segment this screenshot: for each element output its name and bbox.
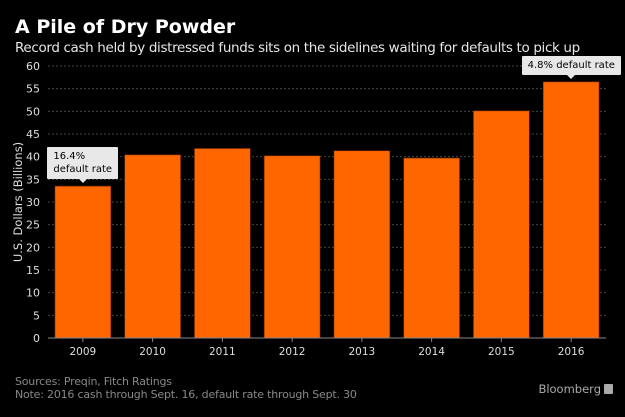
x-tick-label: 2016 xyxy=(558,346,585,358)
y-tick-label: 0 xyxy=(33,332,40,345)
y-tick-label: 50 xyxy=(26,105,40,118)
y-tick-label: 20 xyxy=(26,241,40,254)
bar-2015 xyxy=(473,110,530,339)
brand-text: Bloomberg xyxy=(538,382,601,396)
note-text: Note: 2016 cash through Sept. 16, defaul… xyxy=(15,388,357,401)
y-tick-label: 30 xyxy=(26,196,40,209)
bloomberg-terminal-icon xyxy=(604,384,613,394)
y-tick-label: 60 xyxy=(26,60,40,73)
x-tick-label: 2014 xyxy=(418,346,445,358)
chart-subtitle: Record cash held by distressed funds sit… xyxy=(15,40,580,56)
y-tick-label: 5 xyxy=(33,309,40,322)
annotation-2016: 4.8% default rate xyxy=(521,55,621,79)
x-axis-ticks: 2009 2010 2011 2012 2013 2014 2015 2016 xyxy=(70,338,585,358)
bloomberg-logo: Bloomberg xyxy=(538,382,613,396)
bar-2011 xyxy=(194,148,251,339)
x-tick-label: 2012 xyxy=(279,346,306,358)
annotation-line: default rate xyxy=(53,164,113,176)
bar-2016 xyxy=(542,81,600,339)
bar-2012 xyxy=(263,155,321,339)
bar-2013 xyxy=(333,150,391,339)
annotation-line: 16.4% xyxy=(53,151,86,163)
y-tick-label: 10 xyxy=(26,287,40,300)
x-tick-label: 2009 xyxy=(70,346,97,358)
bar-2009 xyxy=(54,185,112,339)
x-tick-label: 2010 xyxy=(139,346,166,358)
y-tick-label: 40 xyxy=(26,151,40,164)
x-tick-label: 2013 xyxy=(349,346,376,358)
y-axis-ticks: 0 5 10 15 20 25 30 35 40 45 50 55 60 xyxy=(26,60,40,345)
x-tick-label: 2015 xyxy=(488,346,515,358)
bar-2014 xyxy=(403,157,460,339)
y-axis-label: U.S. Dollars (Billions) xyxy=(11,142,25,262)
y-tick-label: 25 xyxy=(26,219,40,232)
annotation-2009: 16.4% default rate xyxy=(47,147,119,184)
chart-title: A Pile of Dry Powder xyxy=(15,16,236,38)
y-tick-label: 15 xyxy=(26,264,40,277)
annotation-line: 4.8% default rate xyxy=(527,59,615,71)
y-tick-label: 45 xyxy=(26,128,40,141)
x-tick-label: 2011 xyxy=(209,346,236,358)
y-tick-label: 55 xyxy=(26,83,40,96)
bars xyxy=(54,81,600,339)
sources-text: Sources: Preqin, Fitch Ratings xyxy=(15,375,172,388)
bar-2010 xyxy=(124,154,181,339)
y-tick-label: 35 xyxy=(26,173,40,186)
sources-note: Sources: Preqin, Fitch Ratings Note: 201… xyxy=(15,375,357,401)
